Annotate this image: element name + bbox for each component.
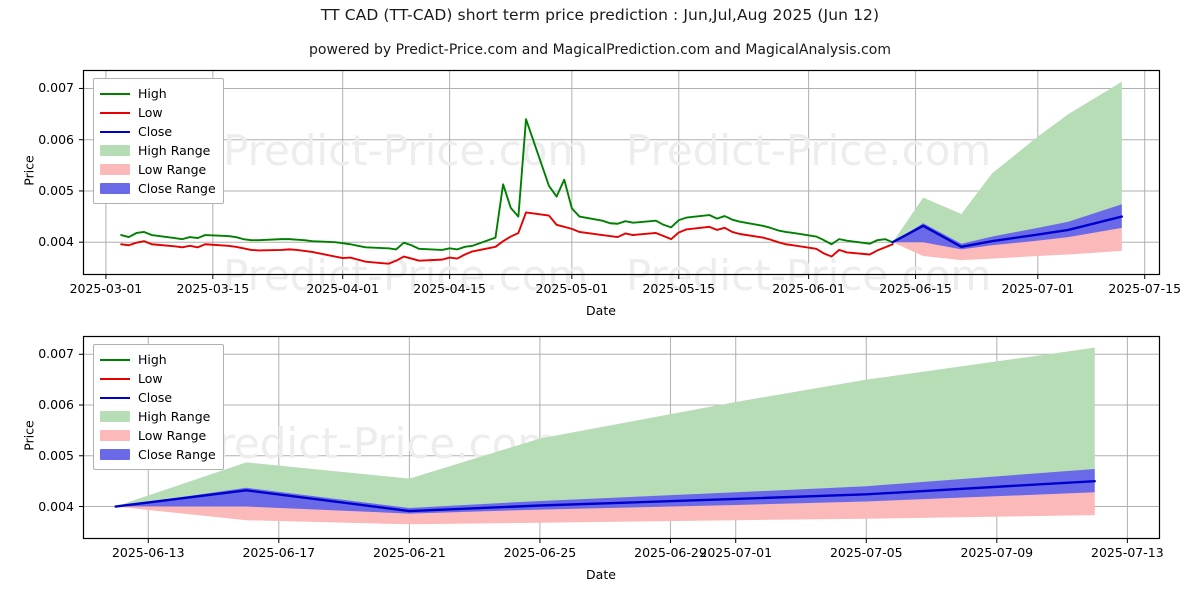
detail-y-tick: 0.006: [38, 397, 74, 413]
overview-y-tick: 0.005: [38, 182, 74, 198]
overview-legend-item: High: [100, 84, 216, 103]
detail-legend-label: High: [138, 352, 167, 367]
watermark-text: Predict-Price.com: [626, 126, 991, 175]
detail-legend-item: High Range: [100, 407, 216, 426]
detail-legend-label: Low: [138, 371, 163, 386]
watermark-text: Predict-Price.com: [223, 126, 588, 175]
detail-legend-swatch-icon: [100, 392, 130, 404]
detail-legend-label: Low Range: [138, 428, 207, 443]
overview-legend-label: High Range: [138, 143, 211, 158]
overview-plot-area: Predict-Price.com Predict-Price.com Predic…: [79, 69, 1161, 300]
overview-chart-panel: Predict-Price.com Predict-Price.com Predic…: [79, 69, 1161, 300]
overview-legend-swatch-icon: [100, 145, 130, 156]
overview-legend-label: Low Range: [138, 162, 207, 177]
overview-y-axis-title: Price: [21, 155, 37, 186]
overview-x-tick: 2025-04-15: [413, 281, 486, 296]
overview-y-tick: 0.004: [38, 234, 74, 250]
overview-legend-item: Low: [100, 103, 216, 122]
overview-legend-label: Close: [138, 124, 173, 139]
overview-legend-item: Close: [100, 122, 216, 141]
historical-high-line: [120, 118, 894, 251]
detail-legend-swatch-icon: [100, 354, 130, 366]
close-range-band: [892, 204, 1122, 250]
detail-legend: High Low Close High Range Low Range Close Ran…: [93, 344, 224, 470]
overview-legend-item: Close Range: [100, 179, 216, 198]
overview-x-tick: 2025-03-15: [176, 281, 250, 296]
detail-x-tick: 2025-06-13: [111, 545, 185, 560]
watermark-text: Predict-Price.com: [223, 251, 588, 300]
overview-x-tick: 2025-07-01: [1001, 281, 1075, 296]
overview-x-tick: 2025-05-15: [642, 281, 716, 296]
plot-frame: [82, 335, 1161, 540]
detail-x-tick: 2025-07-05: [829, 545, 903, 560]
page-subtitle: powered by Predict-Price.com and Magical…: [309, 42, 891, 58]
detail-legend-item: Low: [100, 369, 216, 388]
overview-x-tick: 2025-05-01: [535, 281, 609, 296]
detail-y-axis-title: Price: [21, 420, 37, 451]
forecast-close-line: [114, 479, 1096, 513]
detail-legend-item: Close Range: [100, 445, 216, 464]
detail-legend-item: Low Range: [100, 426, 216, 445]
detail-x-tick: 2025-06-17: [242, 545, 316, 560]
detail-x-tick: 2025-07-09: [960, 545, 1034, 560]
overview-y-tick: 0.006: [38, 131, 74, 147]
overview-legend-item: Low Range: [100, 160, 216, 179]
overview-x-tick: 2025-04-01: [306, 281, 380, 296]
detail-legend-swatch-icon: [100, 373, 130, 385]
overview-legend-swatch-icon: [100, 126, 130, 138]
forecast-close-line: [891, 215, 1124, 249]
plot-frame: [82, 69, 1161, 276]
close-range-band: [115, 468, 1095, 514]
detail-legend-item: High: [100, 350, 216, 369]
detail-legend-label: Close: [138, 390, 173, 405]
detail-legend-swatch-icon: [100, 411, 130, 422]
detail-x-tick: 2025-06-29: [634, 545, 707, 560]
overview-legend-swatch-icon: [100, 164, 130, 175]
high-range-band: [892, 81, 1122, 247]
detail-x-tick: 2025-06-21: [373, 545, 446, 560]
overview-legend-item: High Range: [100, 141, 216, 160]
overview-legend: High Low Close High Range Low Range Close Ran…: [93, 78, 224, 204]
detail-legend-item: Close: [100, 388, 216, 407]
detail-y-tick: 0.007: [38, 346, 74, 362]
detail-y-tick: 0.005: [38, 447, 74, 463]
detail-legend-swatch-icon: [100, 449, 130, 460]
detail-x-tick: 2025-07-01: [699, 545, 773, 560]
detail-legend-swatch-icon: [100, 430, 130, 441]
overview-x-tick: 2025-03-01: [69, 281, 143, 296]
detail-legend-label: Close Range: [138, 447, 216, 462]
overview-y-tick: 0.007: [38, 80, 74, 96]
overview-x-tick: 2025-07-15: [1108, 281, 1182, 296]
overview-legend-swatch-icon: [100, 88, 130, 100]
detail-legend-label: High Range: [138, 409, 211, 424]
historical-low-line: [120, 211, 894, 265]
detail-x-tick: 2025-06-25: [503, 545, 577, 560]
high-range-band: [115, 347, 1095, 512]
overview-legend-label: Low: [138, 105, 163, 120]
overview-legend-swatch-icon: [100, 183, 130, 194]
overview-x-tick: 2025-06-15: [879, 281, 952, 296]
overview-legend-label: High: [138, 86, 167, 101]
overview-x-tick: 2025-06-01: [772, 281, 845, 296]
detail-x-tick: 2025-07-13: [1091, 545, 1164, 560]
detail-y-tick: 0.004: [38, 498, 74, 514]
overview-legend-label: Close Range: [138, 181, 216, 196]
detail-x-axis-title: Date: [586, 567, 616, 582]
overview-legend-swatch-icon: [100, 107, 130, 119]
page-title: TT CAD (TT-CAD) short term price predict…: [320, 6, 880, 24]
overview-x-axis-title: Date: [586, 303, 616, 318]
